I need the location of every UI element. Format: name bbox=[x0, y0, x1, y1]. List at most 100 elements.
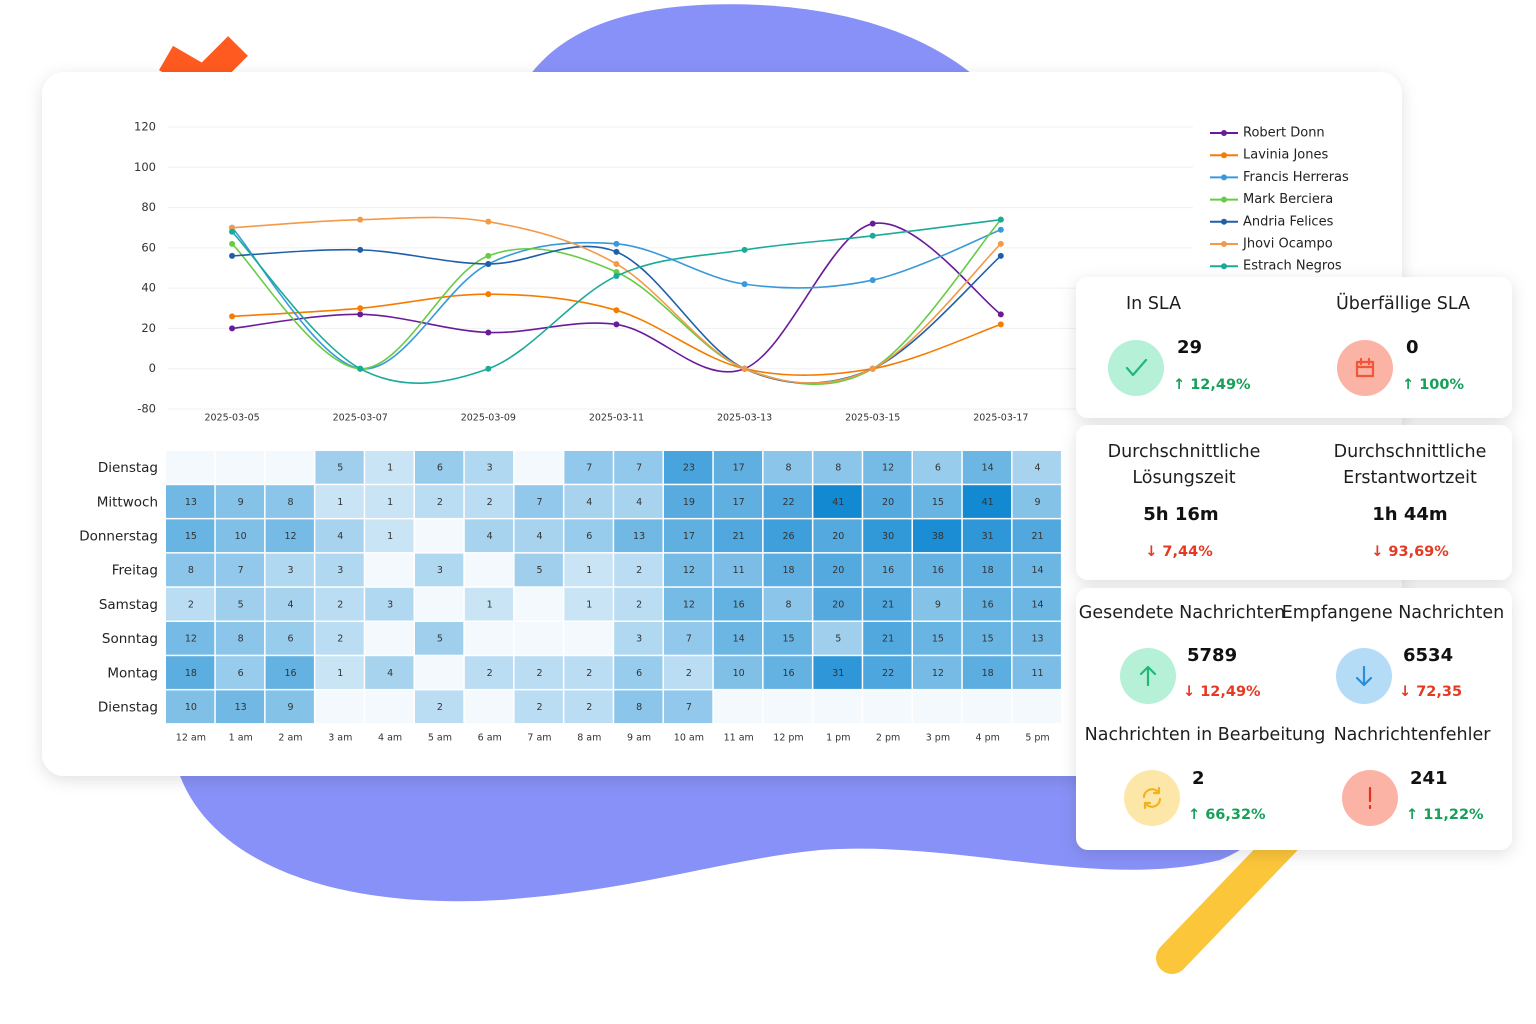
data-point bbox=[997, 226, 1004, 233]
data-point bbox=[613, 273, 620, 280]
cell-label: 18 bbox=[185, 668, 197, 679]
heat-cell bbox=[514, 485, 563, 518]
x-tick-label: 2025-03-05 bbox=[204, 413, 259, 424]
heat-cell bbox=[215, 519, 265, 553]
heat-cell bbox=[913, 622, 962, 655]
data-point bbox=[613, 307, 620, 314]
heat-cell bbox=[415, 690, 464, 724]
heat-cell bbox=[614, 690, 663, 724]
heat-cell bbox=[713, 622, 763, 655]
y-tick-label: 100 bbox=[134, 160, 156, 174]
cell-label: 21 bbox=[882, 599, 894, 610]
cell-label: 3 bbox=[287, 565, 293, 576]
heat-cell bbox=[713, 656, 763, 689]
cell-label: 17 bbox=[683, 531, 695, 542]
heat-cell bbox=[913, 656, 962, 689]
cell-label: 14 bbox=[1031, 599, 1043, 610]
heat-cell bbox=[913, 587, 962, 621]
x-tick-label: 2025-03-09 bbox=[461, 413, 516, 424]
cell-label: 2 bbox=[586, 702, 592, 713]
legend-dot bbox=[1221, 218, 1227, 225]
kpi-label: Nachrichten in Bearbeitung bbox=[1085, 725, 1326, 745]
kpi-value: 5789 bbox=[1187, 645, 1237, 666]
x-tick-label: 4 pm bbox=[976, 733, 1000, 744]
heat-cell bbox=[215, 622, 265, 655]
data-point bbox=[997, 311, 1004, 318]
yellow-stick bbox=[1156, 819, 1306, 974]
data-point bbox=[613, 260, 620, 267]
x-tick-label: 8 am bbox=[577, 733, 601, 744]
empty-cell bbox=[365, 690, 414, 724]
cell-label: 12 bbox=[284, 531, 296, 542]
legend-dot bbox=[1221, 241, 1227, 247]
cell-label: 8 bbox=[785, 599, 791, 610]
cell-label: 13 bbox=[235, 702, 247, 713]
heat-cell bbox=[464, 485, 514, 518]
cell-label: 16 bbox=[782, 668, 794, 679]
heat-cell bbox=[1012, 622, 1061, 655]
cell-label: 20 bbox=[832, 599, 844, 610]
data-point bbox=[357, 246, 364, 253]
data-point bbox=[485, 365, 492, 372]
y-tick-label: 80 bbox=[141, 200, 156, 214]
cell-label: 12 bbox=[683, 565, 695, 576]
heat-cell bbox=[415, 451, 464, 484]
cell-label: 1 bbox=[487, 599, 493, 610]
cell-label: 2 bbox=[188, 599, 194, 610]
card bbox=[1076, 277, 1512, 418]
kpi-label: Empfangene Nachrichten bbox=[1282, 603, 1505, 623]
heat-cell bbox=[614, 622, 663, 655]
empty-cell bbox=[365, 622, 414, 655]
cell-label: 7 bbox=[636, 463, 642, 474]
legend-label: Robert Donn bbox=[1243, 126, 1325, 141]
cell-label: 8 bbox=[287, 497, 293, 508]
cell-label: 6 bbox=[437, 463, 443, 474]
heat-cell bbox=[166, 519, 215, 553]
heat-cell bbox=[664, 553, 713, 587]
cell-label: 3 bbox=[337, 565, 343, 576]
kpi-change: ↓ 12,49% bbox=[1183, 684, 1261, 700]
data-point bbox=[485, 291, 492, 298]
cell-label: 13 bbox=[185, 497, 197, 508]
x-tick-label: 12 am bbox=[176, 733, 206, 744]
kpi-change: ↑ 100% bbox=[1402, 377, 1464, 393]
legend-label: Andria Felices bbox=[1243, 214, 1334, 229]
heat-cell bbox=[813, 656, 862, 689]
kpi-icon-bg bbox=[1108, 340, 1164, 396]
cell-label: 12 bbox=[185, 634, 197, 645]
heat-cell bbox=[713, 519, 763, 553]
cell-label: 14 bbox=[733, 634, 745, 645]
x-tick-label: 2025-03-11 bbox=[589, 413, 644, 424]
heat-cell bbox=[365, 451, 414, 484]
heat-cell bbox=[564, 451, 613, 484]
cell-label: 2 bbox=[536, 668, 542, 679]
empty-cell bbox=[215, 451, 265, 484]
row-label: Montag bbox=[107, 665, 158, 681]
x-tick-label: 2025-03-17 bbox=[973, 413, 1028, 424]
x-tick-label: 2 am bbox=[278, 733, 302, 744]
heat-cell bbox=[464, 587, 514, 621]
heat-cell bbox=[763, 451, 812, 484]
heat-cell bbox=[265, 690, 314, 724]
cell-label: 5 bbox=[437, 634, 443, 645]
heat-cell bbox=[514, 690, 563, 724]
card bbox=[1076, 425, 1512, 580]
heat-cell bbox=[265, 553, 314, 587]
cell-label: 11 bbox=[1031, 668, 1043, 679]
kpi-label: Überfällige SLA bbox=[1336, 292, 1470, 314]
heat-cell bbox=[813, 485, 862, 518]
cell-label: 2 bbox=[337, 634, 343, 645]
blob-bottom bbox=[175, 760, 1283, 902]
heat-cell bbox=[365, 656, 414, 689]
heat-cell bbox=[664, 656, 713, 689]
empty-cell bbox=[415, 656, 464, 689]
kpi-value: 5h 16m bbox=[1143, 504, 1218, 525]
heat-cell bbox=[315, 622, 364, 655]
cell-label: 18 bbox=[982, 565, 994, 576]
empty-cell bbox=[1012, 690, 1061, 724]
x-tick-label: 2025-03-13 bbox=[717, 413, 772, 424]
cell-label: 10 bbox=[235, 531, 247, 542]
empty-cell bbox=[365, 553, 414, 587]
heat-cell bbox=[215, 553, 265, 587]
